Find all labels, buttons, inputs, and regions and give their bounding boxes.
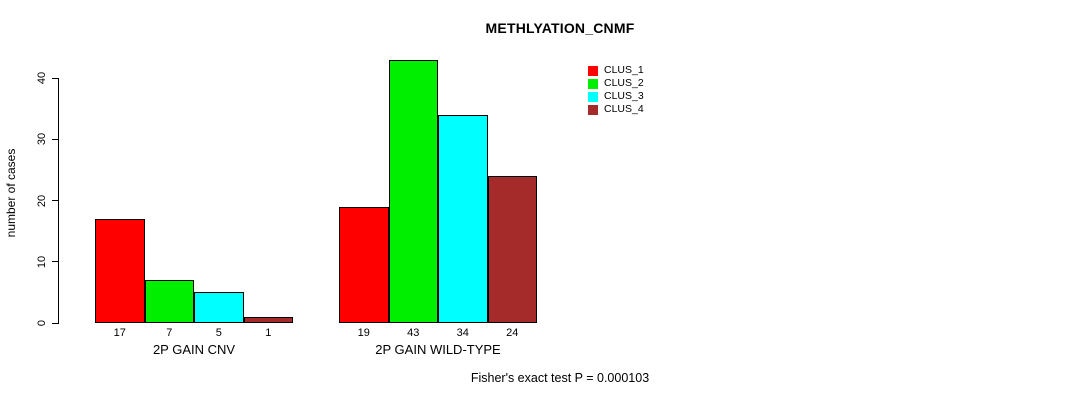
bar-CLUS_1-1 [339, 206, 389, 323]
y-tick [52, 138, 59, 140]
bar-value-label: 19 [357, 327, 370, 339]
bar-value-label: 34 [456, 327, 469, 339]
bar-CLUS_2-0 [144, 280, 194, 323]
chart-title: METHLYATION_CNMF [485, 20, 635, 36]
bar-CLUS_4-1 [487, 176, 537, 323]
legend-swatch-icon [588, 65, 598, 76]
legend-label: CLUS_2 [604, 77, 644, 89]
y-tick-label: 10 [36, 255, 48, 268]
y-tick-label: 40 [36, 71, 48, 85]
y-axis-label: number of cases [4, 148, 18, 238]
category-label-1: 2P GAIN WILD-TYPE [375, 342, 501, 357]
y-tick [52, 200, 59, 201]
y-tick [52, 322, 59, 324]
legend-item: CLUS_1 [588, 64, 644, 77]
legend-item: CLUS_4 [588, 103, 644, 116]
legend-label: CLUS_4 [604, 103, 644, 115]
bar-CLUS_1-0 [95, 218, 145, 323]
y-tick-label: 30 [36, 133, 48, 146]
bar-CLUS_4-0 [243, 316, 293, 323]
category-label-0: 2P GAIN CNV [152, 342, 236, 357]
legend-swatch-icon [588, 104, 598, 115]
footer-annotation: Fisher's exact test P = 0.000103 [470, 371, 650, 385]
bar-value-label: 43 [407, 327, 420, 339]
bar-value-label: 17 [113, 327, 126, 339]
bar-CLUS_2-1 [388, 59, 438, 323]
legend: CLUS_1 CLUS_2 CLUS_3 CLUS_4 [588, 64, 644, 116]
legend-swatch-icon [588, 91, 598, 102]
legend-item: CLUS_2 [588, 77, 644, 90]
bar-value-label: 1 [265, 327, 272, 339]
bar-CLUS_3-0 [194, 292, 244, 323]
legend-item: CLUS_3 [588, 90, 644, 103]
bar-value-label: 7 [166, 327, 173, 339]
legend-label: CLUS_3 [604, 90, 644, 102]
y-tick [52, 77, 59, 79]
bar-value-label: 24 [506, 327, 519, 339]
y-tick [52, 261, 59, 263]
y-tick-label: 0 [36, 319, 48, 327]
y-tick-label: 20 [36, 194, 48, 207]
bar-value-label: 5 [215, 327, 222, 339]
legend-swatch-icon [588, 78, 598, 89]
legend-label: CLUS_1 [604, 64, 644, 76]
bar-CLUS_3-1 [438, 114, 488, 323]
